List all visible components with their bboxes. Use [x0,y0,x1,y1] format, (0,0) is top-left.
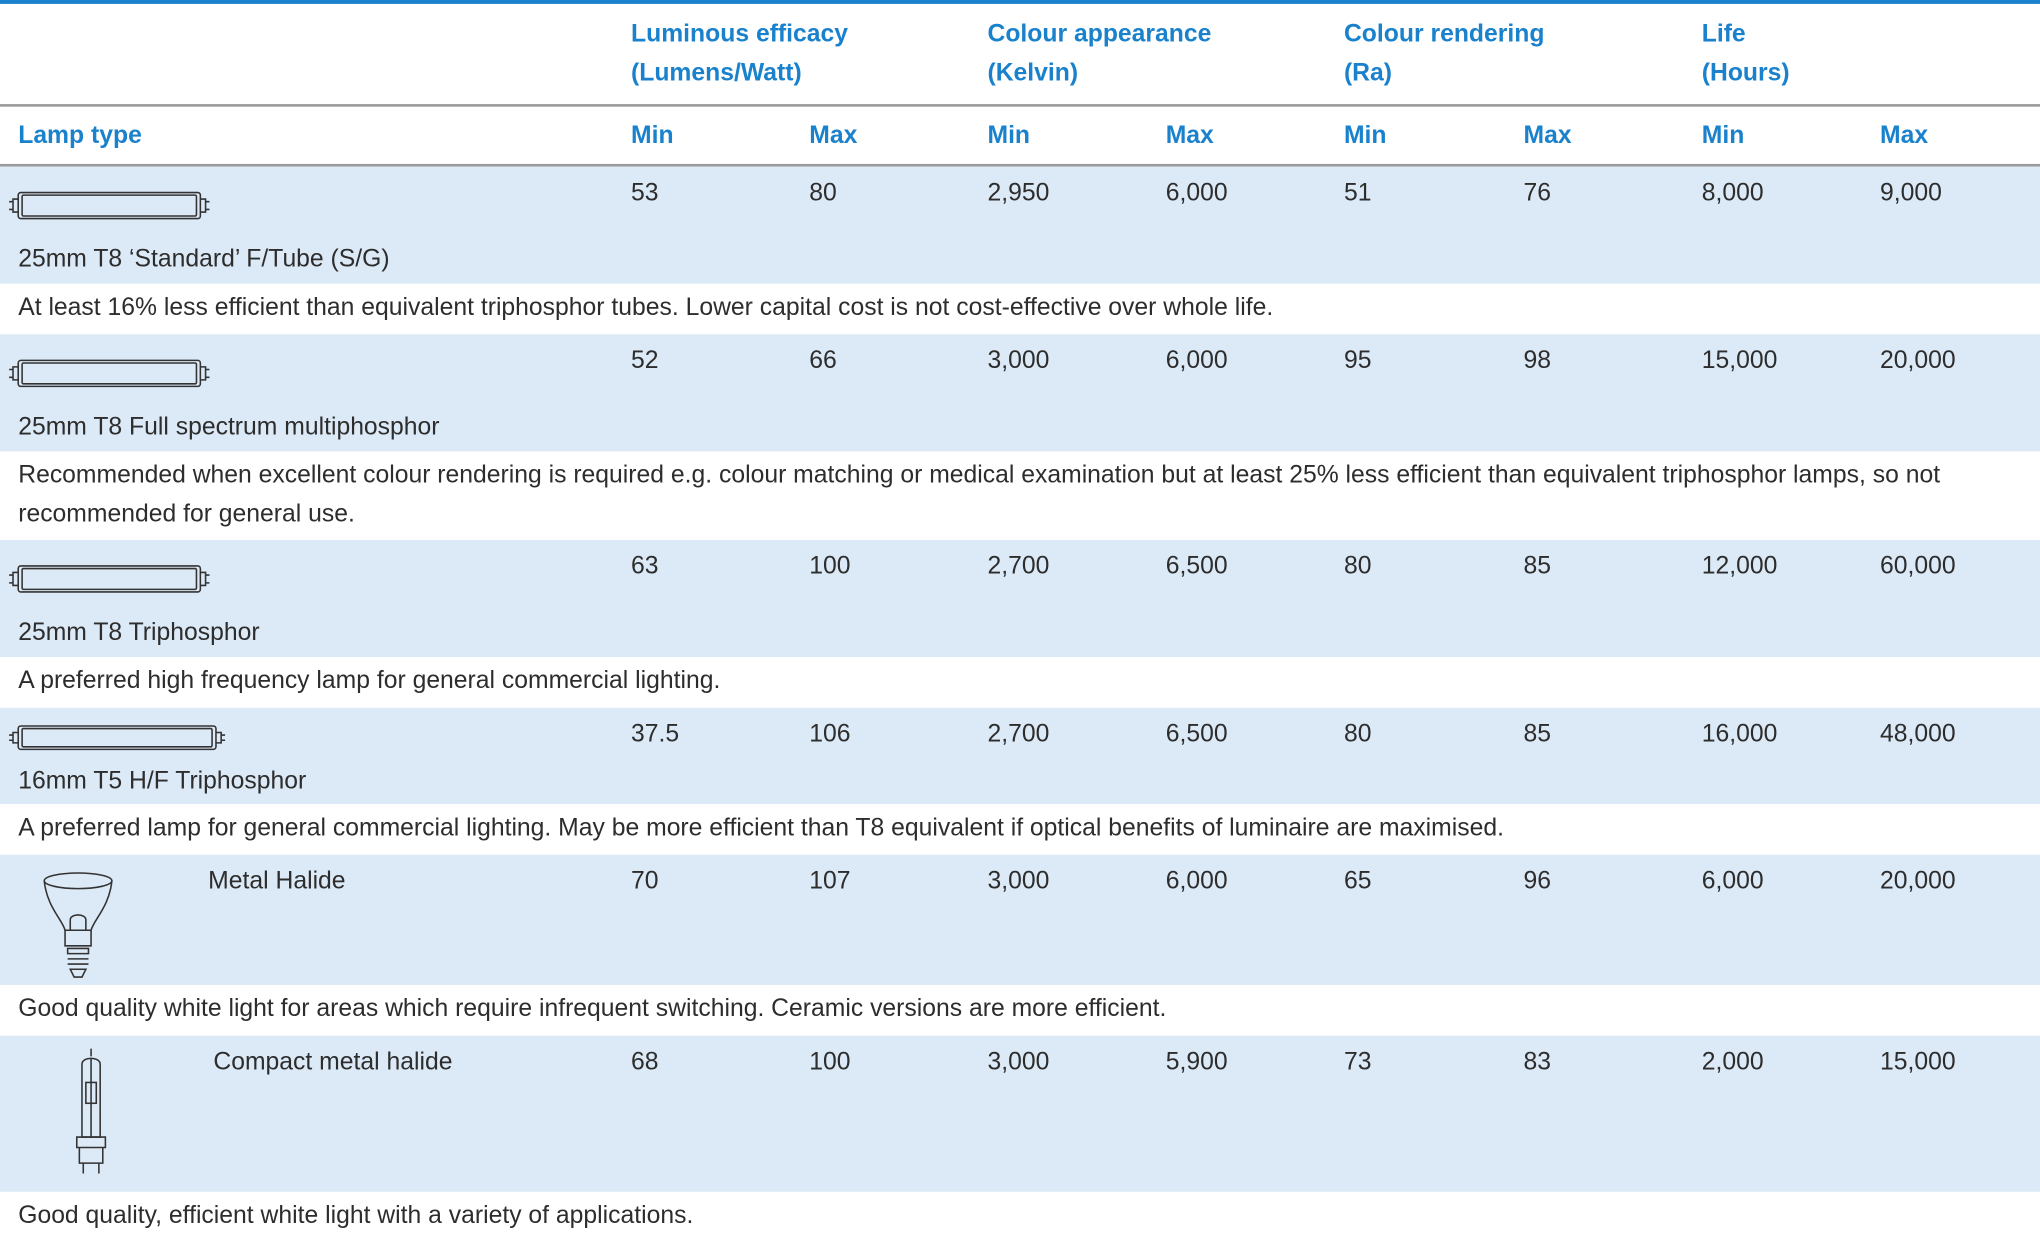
header-rule [0,163,2040,167]
value-cell: 65 [1343,867,1372,896]
value-cell: 2,700 [987,552,1050,581]
value-cell: 37.5 [630,720,680,749]
value-cell: 3,000 [987,867,1050,896]
lamp-note: A preferred lamp for general commercial … [18,814,1504,842]
value-cell: 80 [1343,552,1372,581]
lamp-icon [0,334,260,451]
value-cell: 106 [809,720,851,749]
value-cell: 6,500 [1165,720,1228,749]
value-cell: 6,000 [1165,179,1228,207]
value-cell: 80 [1343,720,1372,749]
value-cell: 2,950 [987,179,1050,207]
lamp-name: 25mm T8 ‘Standard’ F/Tube (S/G) [18,245,390,274]
column-header: Max [809,122,858,150]
value-cell: 96 [1523,867,1551,896]
lamp-name: Metal Halide [208,867,346,896]
group-title: Colour appearance [987,20,1212,49]
value-cell: 6,500 [1165,552,1228,581]
lamp-icon [0,1036,260,1192]
value-cell: 8,000 [1701,179,1764,207]
value-cell: 60,000 [1879,552,1956,581]
lamp-icon [0,540,260,657]
lamp-icon-svg [75,1048,107,1174]
value-cell: 48,000 [1879,720,1956,749]
lamp-icon-svg [9,191,210,220]
column-header: Min [1701,122,1745,150]
value-cell: 5,900 [1165,1048,1228,1076]
group-title: Colour rendering [1343,20,1545,49]
lamp-note: At least 16% less efficient than equival… [18,294,1274,322]
lamp-name: 25mm T8 Full spectrum multiphosphor [18,413,440,442]
column-header: Max [1165,122,1214,150]
value-cell: 66 [809,347,837,375]
value-cell: 20,000 [1879,867,1956,896]
value-cell: 52 [630,347,659,375]
lamp-icon-svg [9,359,210,388]
value-cell: 3,000 [987,1048,1050,1076]
value-cell: 107 [809,867,851,896]
value-cell: 12,000 [1701,552,1778,581]
group-unit: (Ra) [1343,59,1393,88]
column-header: Max [1523,122,1572,150]
value-cell: 83 [1523,1048,1551,1076]
group-unit: (Lumens/Watt) [630,59,802,88]
value-cell: 85 [1523,720,1551,749]
group-title: Life [1701,20,1746,49]
value-cell: 20,000 [1879,347,1956,375]
lamp-note: A preferred high frequency lamp for gene… [18,667,721,695]
group-title: Luminous efficacy [630,20,849,49]
row-band [0,854,2040,985]
value-cell: 73 [1343,1048,1372,1076]
value-cell: 80 [809,179,837,207]
value-cell: 51 [1343,179,1372,207]
value-cell: 16,000 [1701,720,1778,749]
value-cell: 2,000 [1701,1048,1764,1076]
value-cell: 15,000 [1701,347,1778,375]
group-unit: (Hours) [1701,59,1790,88]
value-cell: 76 [1523,179,1551,207]
value-cell: 100 [809,552,851,581]
column-header: Max [1879,122,1929,150]
column-header: Min [987,122,1031,150]
lamp-note: Recommended when excellent colour render… [18,461,1941,529]
lamp-icon [0,167,260,284]
lamp-icon [0,855,260,985]
lamp-name: 16mm T5 H/F Triphosphor [18,767,307,795]
row-band [0,334,2040,452]
value-cell: 9,000 [1879,179,1942,207]
row-band [0,539,2040,658]
value-cell: 100 [809,1048,851,1076]
lamp-icon-svg [9,565,210,593]
value-cell: 70 [630,867,659,896]
header-rule [0,104,2040,107]
lamp-type-header: Lamp type [18,122,142,150]
value-cell: 68 [630,1048,659,1076]
value-cell: 98 [1523,347,1551,375]
value-cell: 63 [630,552,659,581]
lamp-name: Compact metal halide [213,1048,453,1076]
value-cell: 2,700 [987,720,1050,749]
lamp-note: Good quality, efficient white light with… [18,1202,694,1230]
row-band [0,166,2040,284]
lamp-note: Good quality white light for areas which… [18,995,1167,1023]
value-cell: 6,000 [1165,867,1228,896]
lamp-icon-svg [9,725,226,751]
row-band [0,707,2040,805]
value-cell: 6,000 [1165,347,1228,375]
value-cell: 95 [1343,347,1372,375]
value-cell: 15,000 [1879,1048,1956,1076]
value-cell: 53 [630,179,659,207]
value-cell: 85 [1523,552,1551,581]
group-unit: (Kelvin) [987,59,1079,88]
lamp-icon-svg [43,872,113,978]
value-cell: 6,000 [1701,867,1764,896]
top-rule [0,0,2040,4]
column-header: Min [630,122,674,150]
lamp-name: 25mm T8 Triphosphor [18,619,260,647]
value-cell: 3,000 [987,347,1050,375]
row-band [0,1035,2040,1192]
column-header: Min [1343,122,1387,150]
lamp-icon [0,708,260,804]
